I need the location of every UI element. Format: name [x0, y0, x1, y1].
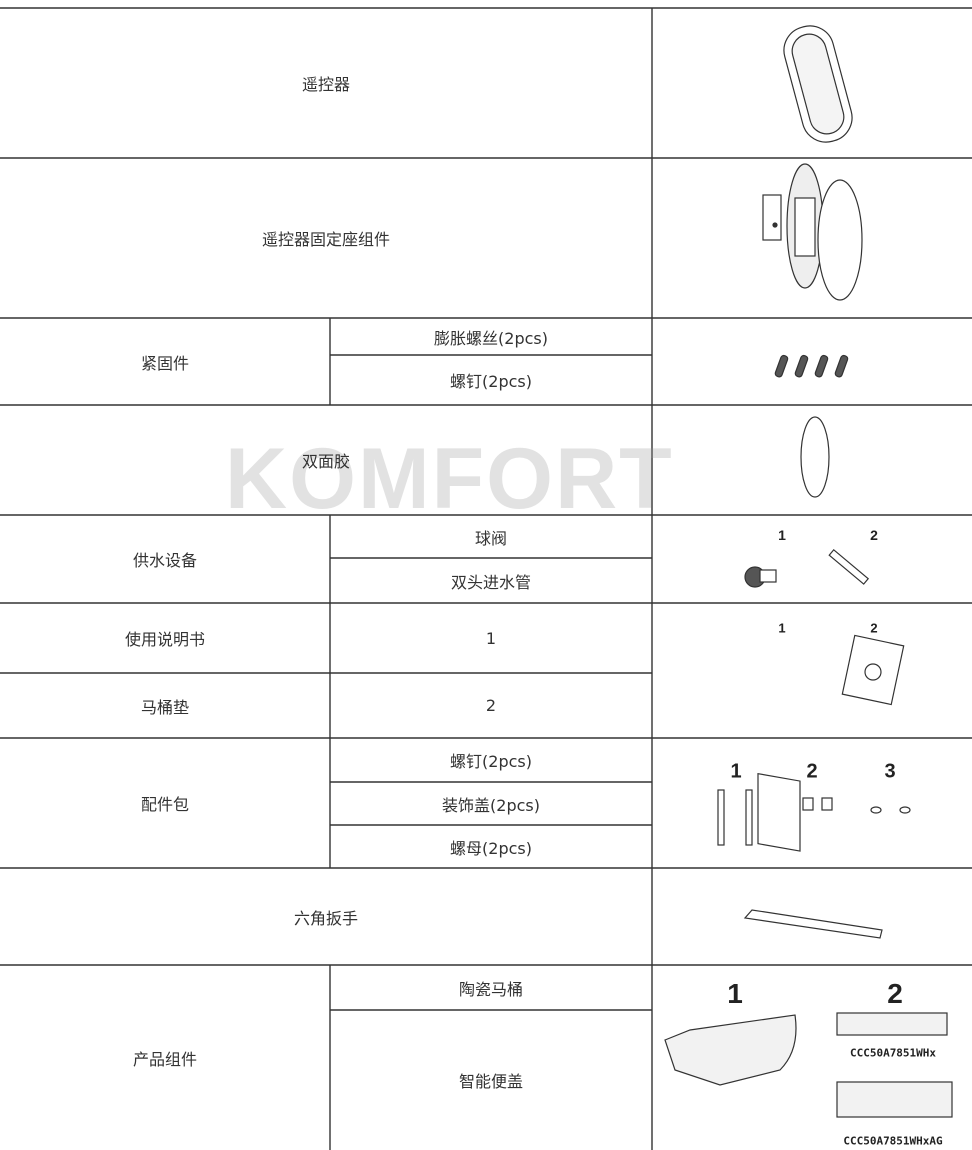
item: 遥控器: [301, 75, 350, 94]
figure-label: 3: [884, 760, 896, 783]
figure-label: 1: [730, 760, 742, 783]
grid: [0, 7, 972, 1150]
model-label: CCC50A7851WHxAG: [843, 1134, 943, 1148]
figure-label: 1: [778, 527, 786, 543]
subitem: 螺钉(2pcs): [450, 372, 532, 391]
item: 六角扳手: [293, 908, 358, 928]
figure-label: 2: [887, 978, 903, 1009]
item: 配件包: [140, 795, 189, 814]
item: 产品组件: [132, 1049, 197, 1069]
subitem: 螺母(2pcs): [450, 838, 532, 858]
illustrations: [664, 25, 953, 1118]
item: 使用说明书: [124, 630, 205, 649]
item: 供水设备: [132, 551, 197, 570]
item: 紧固件: [140, 353, 189, 373]
subitem: 双头进水管: [450, 572, 531, 592]
watermark: KOMFORT: [225, 431, 674, 527]
item: 马桶垫: [140, 697, 189, 717]
subitem: 智能便盖: [458, 1072, 523, 1091]
value: 1: [485, 628, 497, 648]
subitem: 装饰盖(2pcs): [442, 795, 540, 815]
subitem: 陶瓷马桶: [458, 979, 523, 999]
subitem: 螺钉(2pcs): [450, 752, 532, 771]
figure-label: 2: [806, 760, 818, 783]
figure-label: 1: [778, 620, 786, 636]
figure-label: 2: [870, 620, 878, 636]
subitem: 膨胀螺丝(2pcs): [434, 328, 548, 348]
model-label: CCC50A7851WHx: [849, 1046, 937, 1060]
figure-label: 2: [870, 527, 878, 543]
value: 2: [485, 696, 497, 715]
item: 遥控器固定座组件: [261, 230, 390, 249]
figure-label: 1: [727, 978, 743, 1009]
item: 双面胶: [301, 452, 350, 471]
subitem: 球阀: [474, 528, 507, 548]
